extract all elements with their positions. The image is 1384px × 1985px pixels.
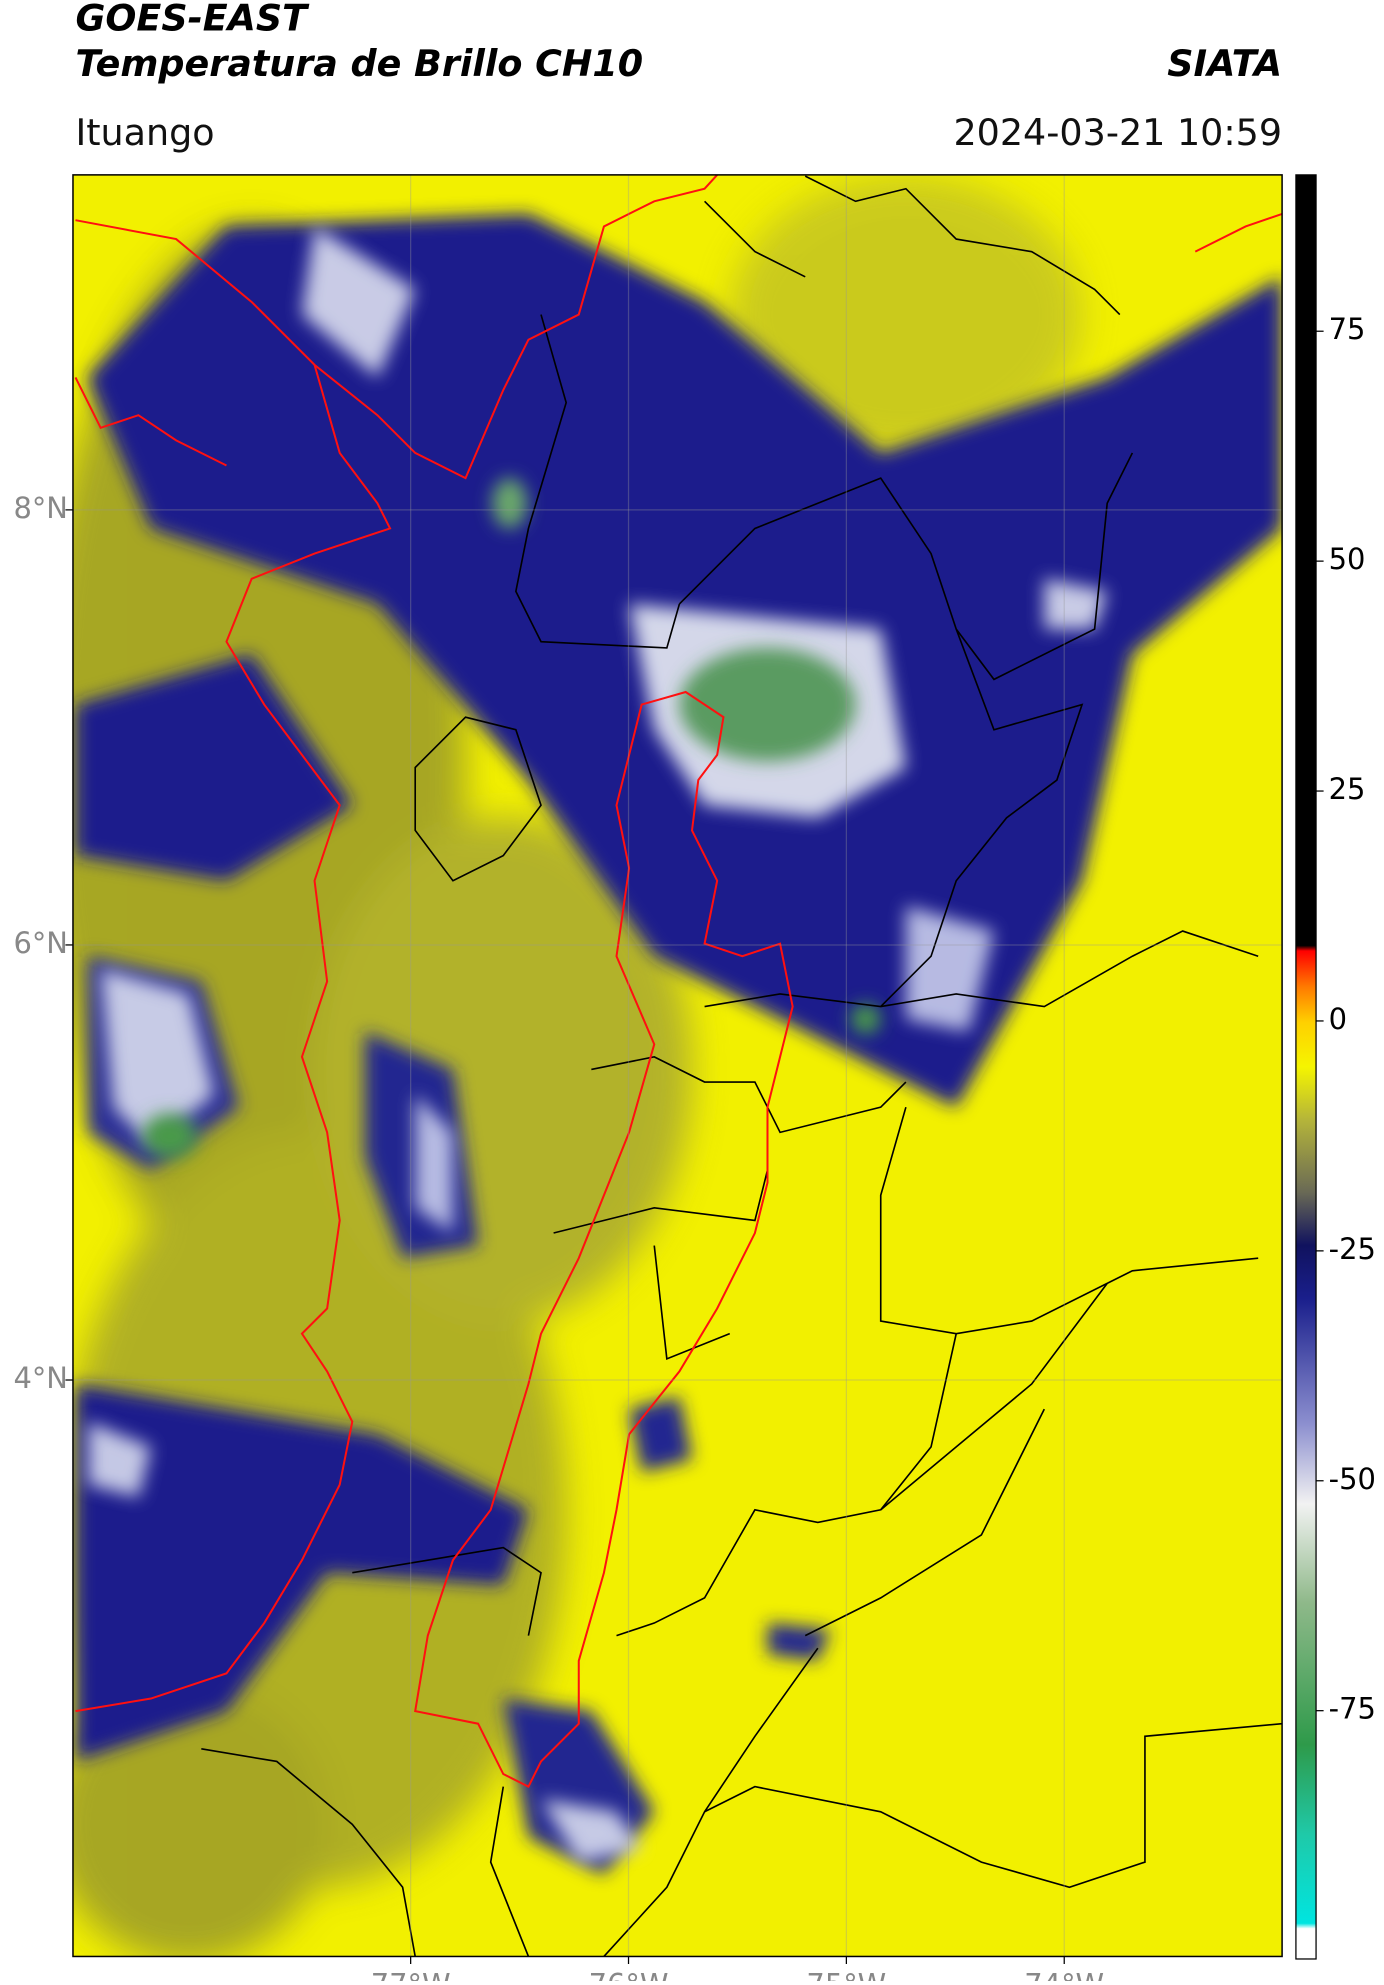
y-tick-label: 4°N (13, 1361, 68, 1395)
x-tick-label: 75°W (806, 1968, 886, 1981)
department-boundaries (74, 174, 1283, 1788)
title: GOES-EAST (75, 0, 310, 40)
colorbar-tick-label: -50 (1329, 1462, 1376, 1496)
x-tick-label: 77°W (371, 1968, 451, 1981)
location: Ituango (75, 111, 214, 154)
map-frame (72, 174, 1283, 1958)
x-tick-label: 74°W (1024, 1968, 1104, 1981)
colorbar-tick-label: -75 (1329, 1692, 1376, 1726)
admin-boundaries (201, 175, 1283, 1957)
subtitle: Temperatura de Brillo CH10 (75, 42, 643, 85)
imagery (72, 174, 1283, 1957)
colorbar-tick-label: -25 (1329, 1232, 1376, 1266)
source: SIATA (1167, 42, 1282, 85)
colorbar-tick-label: 50 (1329, 542, 1366, 576)
colorbar-tick-label: 25 (1329, 772, 1366, 806)
datetime: 2024-03-21 10:59 (953, 111, 1282, 154)
colorbar-tick-label: 75 (1329, 312, 1366, 346)
y-tick-label: 6°N (13, 926, 68, 960)
colorbar (1295, 174, 1317, 1960)
x-tick-label: 76°W (589, 1968, 669, 1981)
colorbar-tick-label: 0 (1329, 1002, 1347, 1036)
graticule (72, 174, 1283, 1957)
y-tick-label: 8°N (13, 491, 68, 525)
